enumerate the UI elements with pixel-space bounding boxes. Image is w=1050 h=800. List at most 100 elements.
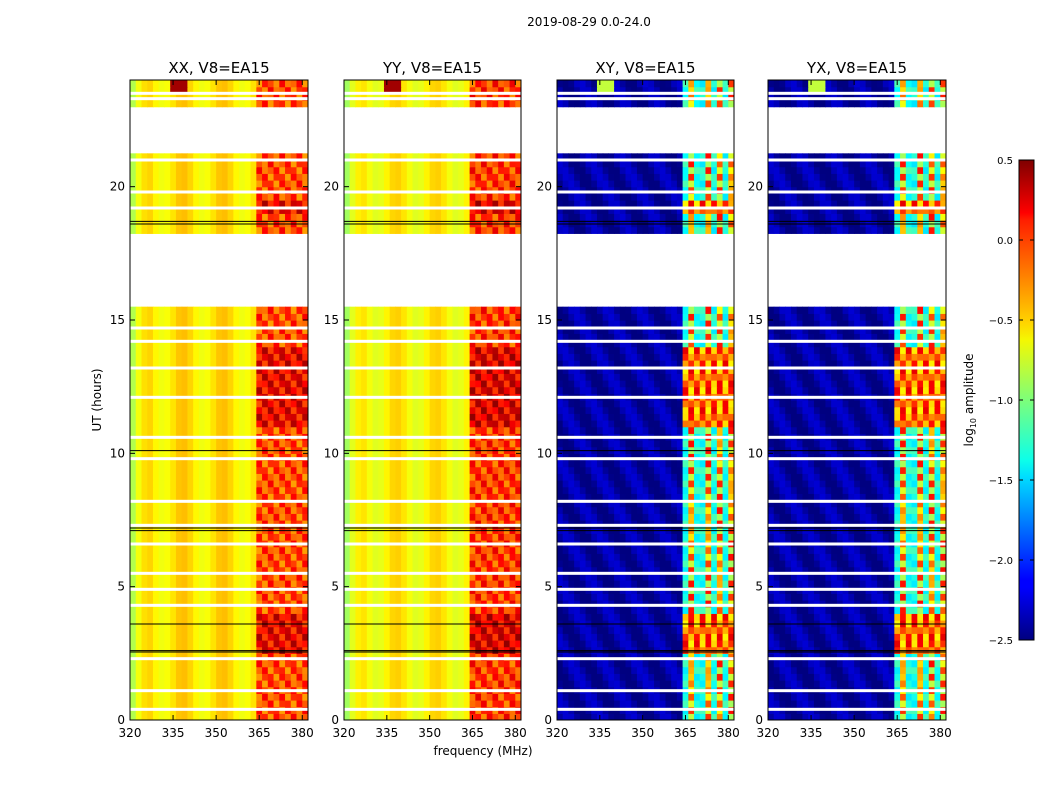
- heatmap-cell: [147, 93, 154, 101]
- heatmap-cell: [395, 493, 402, 501]
- heatmap-cell: [441, 333, 448, 341]
- heatmap-cell: [452, 346, 459, 354]
- heatmap-cell: [181, 100, 189, 108]
- heatmap-cell: [344, 413, 351, 421]
- heatmap-cell: [378, 440, 385, 448]
- heatmap-cell: [486, 640, 494, 648]
- heatmap-cell: [361, 353, 368, 361]
- heatmap-cell: [204, 580, 211, 588]
- heatmap-cell: [372, 480, 379, 488]
- heatmap-cell: [441, 160, 448, 168]
- heatmap-cell: [256, 573, 263, 581]
- heatmap-cell: [401, 673, 408, 681]
- heatmap-cell: [469, 633, 476, 641]
- heatmap-cell: [509, 400, 516, 408]
- heatmap-cell: [418, 406, 425, 414]
- heatmap-cell: [130, 566, 137, 574]
- heatmap-cell: [418, 600, 425, 608]
- heatmap-cell: [164, 680, 171, 688]
- panel-frame-0: [129, 79, 309, 721]
- heatmap-cell: [469, 660, 476, 668]
- heatmap-cell: [423, 426, 431, 434]
- heatmap-cell: [481, 560, 488, 568]
- heatmap-cell: [498, 160, 505, 168]
- heatmap-cell: [239, 413, 246, 421]
- flagged-row: [130, 707, 308, 711]
- heatmap-cell: [285, 533, 292, 541]
- heatmap-cell: [250, 673, 257, 681]
- heatmap-cell: [152, 613, 160, 621]
- heatmap-cell: [469, 453, 476, 461]
- heatmap-cell: [221, 413, 229, 421]
- heatmap-cell: [349, 353, 357, 361]
- heatmap-cell: [486, 100, 494, 108]
- heatmap-cell: [152, 206, 160, 214]
- heatmap-cell: [244, 306, 252, 314]
- heatmap-cell: [366, 333, 374, 341]
- heatmap-cell: [221, 320, 229, 328]
- heatmap-cell: [152, 506, 160, 514]
- heatmap-cell: [250, 360, 257, 368]
- heatmap-cell: [141, 426, 148, 434]
- heatmap-cell: [452, 626, 459, 634]
- heatmap-cell: [267, 340, 275, 348]
- heatmap-cell: [250, 193, 257, 201]
- heatmap-cell: [383, 193, 391, 201]
- heatmap-cell: [181, 473, 189, 481]
- heatmap-cell: [498, 180, 505, 188]
- heatmap-cell: [469, 93, 476, 101]
- heatmap-cell: [486, 533, 494, 541]
- heatmap-cell: [239, 173, 246, 181]
- heatmap-cell: [423, 353, 431, 361]
- heatmap-cell: [509, 373, 516, 381]
- heatmap-cell: [164, 213, 171, 221]
- heatmap-cell: [175, 666, 183, 674]
- heatmap-cell: [446, 153, 454, 161]
- heatmap-cell: [175, 680, 183, 688]
- heatmap-cell: [227, 160, 234, 168]
- heatmap-cell: [389, 93, 396, 101]
- heatmap-cell: [175, 340, 183, 348]
- heatmap-cell: [239, 713, 246, 720]
- heatmap-cell: [446, 80, 454, 88]
- heatmap-cell: [198, 373, 206, 381]
- heatmap-cell: [204, 426, 211, 434]
- heatmap-cell: [435, 700, 442, 708]
- heatmap-cell: [412, 453, 419, 461]
- heatmap-cell: [262, 173, 269, 181]
- heatmap-cell: [498, 353, 505, 361]
- heatmap-cell: [458, 473, 465, 481]
- heatmap-cell: [290, 640, 298, 648]
- heatmap-cell: [285, 173, 292, 181]
- heatmap-cell: [170, 366, 177, 374]
- heatmap-cell: [389, 633, 396, 641]
- heatmap-cell: [181, 580, 189, 588]
- heatmap-cell: [366, 673, 374, 681]
- heatmap-cell: [383, 306, 391, 314]
- heatmap-cell: [158, 373, 166, 381]
- heatmap-cell: [152, 533, 160, 541]
- heatmap-cell: [378, 600, 385, 608]
- heatmap-cell: [244, 566, 252, 574]
- heatmap-cell: [475, 520, 482, 528]
- heatmap-cell: [395, 100, 402, 108]
- heatmap-cell: [273, 426, 280, 434]
- heatmap-cell: [481, 486, 488, 494]
- heatmap-cell: [389, 153, 396, 161]
- heatmap-cell: [170, 700, 177, 708]
- heatmap-cell: [355, 426, 362, 434]
- heatmap-cell: [515, 593, 521, 601]
- heatmap-cell: [170, 306, 177, 314]
- heatmap-cell: [412, 186, 419, 194]
- heatmap-cell: [492, 600, 499, 608]
- heatmap-cell: [204, 86, 211, 94]
- heatmap-cell: [193, 680, 200, 688]
- heatmap-cell: [475, 306, 482, 314]
- heatmap-cell: [285, 513, 292, 521]
- heatmap-cell: [503, 86, 511, 94]
- heatmap-cell: [435, 560, 442, 568]
- heatmap-cell: [435, 426, 442, 434]
- heatmap-cell: [486, 413, 494, 421]
- heatmap-cell: [481, 633, 488, 641]
- heatmap-cell: [302, 166, 308, 174]
